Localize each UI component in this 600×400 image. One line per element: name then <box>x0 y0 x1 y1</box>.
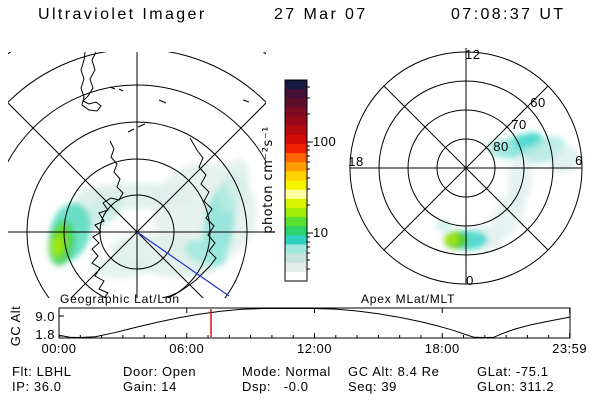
xtick-18-00: 18:00 <box>424 341 460 356</box>
header-date: 27 Mar 07 <box>274 6 368 23</box>
coastline-antarctic-peninsula <box>91 140 124 298</box>
aurora-image-apex <box>436 132 581 250</box>
status-field-glat: GLat: -75.1 <box>477 364 549 379</box>
right-plot-caption: Apex MLat/MLT <box>361 292 456 306</box>
coastline-east-antarctica <box>161 137 217 298</box>
coastline-islet <box>242 99 250 103</box>
gc-alt-axis-ticks <box>58 308 571 338</box>
ytick-9: 9.0 <box>35 309 55 324</box>
gc-alt-panel <box>58 307 571 339</box>
xtick-23-59: 23:59 <box>552 341 588 356</box>
xtick-00-00: 00:00 <box>41 341 77 356</box>
gc-alt-curve <box>58 308 570 339</box>
apex-polar-plot <box>349 48 583 285</box>
mlat-label-70: 70 <box>511 117 527 133</box>
colorbar <box>284 79 313 282</box>
geographic-map <box>8 52 266 298</box>
colorbar-swatches <box>285 80 307 282</box>
coastlines <box>80 52 250 298</box>
gc-alt-ylabel: GC Alt <box>8 305 24 347</box>
status-field-gcalt: GC Alt: 8.4 Re <box>348 364 440 379</box>
mlt-label-12: 12 <box>465 47 481 62</box>
mlat-label-80: 80 <box>493 139 509 155</box>
colorbar-frame <box>284 79 308 282</box>
colorbar-tick-100: 100 <box>313 134 337 149</box>
xtick-06-00: 06:00 <box>169 341 205 356</box>
status-field-mode: Mode: Normal <box>242 364 331 379</box>
colorbar-ticks <box>307 86 313 270</box>
ytick-1-8: 1.8 <box>35 327 55 342</box>
mlat-mlt-grid <box>349 48 583 285</box>
status-field-glon: GLon: 311.2 <box>477 379 555 394</box>
left-map-caption: Geographic Lat/Lon <box>60 292 180 306</box>
xtick-12-00: 12:00 <box>296 341 333 356</box>
coastline-falklands <box>109 86 124 92</box>
coastline-south-georgia <box>158 99 167 104</box>
status-field-ip: IP: 36.0 <box>12 379 62 394</box>
status-field-gain: Gain: 14 <box>123 379 177 394</box>
status-field-door: Door: Open <box>123 364 197 379</box>
mlt-label-18: 18 <box>348 154 364 170</box>
colorbar-tick-10: 10 <box>313 225 329 240</box>
mlt-label-0: 0 <box>466 273 474 289</box>
status-field-flt: Flt: LBHL <box>12 364 72 379</box>
coastline-south-shetlands <box>127 123 146 133</box>
header-time: 07:08:37 UT <box>451 6 566 23</box>
orbit-track-line <box>136 231 230 297</box>
page-title: Ultraviolet Imager <box>38 6 207 23</box>
status-field-dsp: Dsp: -0.0 <box>242 379 309 394</box>
colorbar-units-label: photon cm⁻²s⁻¹ <box>261 126 277 234</box>
mlt-label-6: 6 <box>575 153 583 169</box>
mlat-label-60: 60 <box>530 95 546 111</box>
coastline-south-america <box>80 52 102 112</box>
status-field-seq: Seq: 39 <box>348 379 398 394</box>
aurora-image-geographic <box>48 158 257 278</box>
